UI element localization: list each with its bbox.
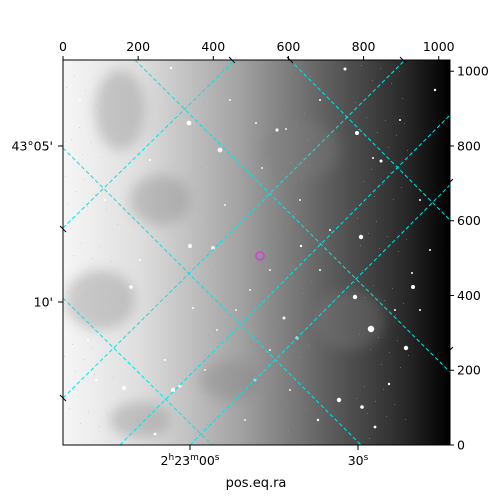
right-tick-label: 800 — [457, 138, 481, 153]
grid-line — [189, 184, 450, 445]
star — [216, 329, 218, 331]
top-pixel-axis: 0 200 400 600 800 1000 — [59, 39, 455, 60]
star — [343, 67, 347, 71]
star — [372, 157, 374, 159]
ra-top-tick-mark — [286, 56, 294, 64]
star — [178, 384, 182, 388]
right-tick-label: 600 — [457, 213, 481, 228]
star — [129, 285, 133, 289]
star — [379, 159, 383, 163]
star — [367, 325, 375, 333]
star — [204, 369, 206, 371]
star — [282, 316, 286, 320]
star — [411, 272, 413, 274]
ra-top-tick-mark — [228, 56, 236, 64]
ra-tick-label: 30s — [348, 453, 369, 468]
dec-left-tick-mark — [59, 225, 67, 233]
star — [394, 309, 396, 311]
star — [139, 259, 141, 261]
star — [355, 131, 359, 135]
right-tick-label: 1000 — [457, 64, 489, 79]
star — [275, 128, 279, 132]
top-tick-label: 600 — [277, 39, 301, 54]
star — [169, 66, 173, 70]
star — [87, 339, 89, 341]
star — [261, 167, 263, 169]
star — [403, 345, 409, 351]
star — [164, 359, 166, 361]
star — [360, 405, 364, 409]
dec-right-tick-mark — [446, 346, 454, 354]
grid-line — [63, 60, 406, 399]
dec-left-tick-mark — [59, 394, 67, 402]
star — [399, 119, 401, 121]
ra-axis: 2h23m00s 30s — [161, 56, 407, 468]
star — [224, 204, 226, 206]
sky-image — [63, 60, 450, 445]
grid-line — [134, 60, 450, 373]
star — [316, 418, 320, 422]
star — [299, 244, 303, 248]
star — [336, 397, 342, 403]
star — [170, 387, 176, 393]
star — [249, 289, 251, 291]
grid-line — [63, 60, 236, 229]
star — [387, 382, 391, 386]
grid-line — [289, 60, 450, 221]
star — [217, 147, 223, 153]
star — [269, 349, 271, 351]
coordinate-grid — [63, 60, 450, 445]
star — [352, 294, 358, 300]
grid-line — [63, 297, 213, 445]
star — [104, 199, 106, 201]
star — [244, 419, 246, 421]
star — [329, 229, 331, 231]
star — [299, 199, 301, 201]
star — [186, 120, 192, 126]
x-axis-title: pos.eq.ra — [226, 476, 287, 491]
top-tick-label: 1000 — [423, 39, 455, 54]
star — [433, 88, 437, 92]
star — [289, 389, 291, 391]
star — [285, 128, 287, 130]
star — [319, 99, 321, 101]
star — [373, 425, 377, 429]
star — [235, 309, 237, 311]
star — [211, 246, 215, 250]
star — [122, 386, 126, 390]
star — [94, 378, 98, 382]
plot-frame — [62, 59, 451, 446]
star — [269, 269, 271, 271]
star — [153, 432, 157, 436]
target-marker — [255, 251, 265, 261]
right-tick-label: 400 — [457, 288, 481, 303]
star — [411, 285, 415, 289]
star — [188, 244, 192, 248]
right-tick-label: 0 — [457, 438, 465, 453]
top-tick-label: 0 — [59, 39, 67, 54]
top-tick-label: 200 — [126, 39, 150, 54]
right-pixel-axis: 0 200 400 600 800 1000 — [450, 64, 489, 453]
star — [429, 249, 431, 251]
dec-axis: 43°05' 10' — [12, 139, 454, 402]
star — [419, 199, 421, 201]
star — [319, 269, 321, 271]
star — [192, 307, 194, 309]
star — [419, 309, 421, 311]
ra-top-tick-mark — [399, 56, 407, 64]
top-tick-label: 400 — [201, 39, 225, 54]
dec-tick-label: 10' — [34, 295, 53, 310]
ra-tick-label: 2h23m00s — [161, 453, 220, 468]
star — [229, 99, 231, 101]
right-tick-label: 200 — [457, 363, 481, 378]
star — [149, 159, 151, 161]
star — [255, 122, 257, 124]
star — [79, 99, 81, 101]
grid-line — [63, 147, 362, 445]
dec-tick-label: 43°05' — [12, 139, 54, 154]
star — [358, 234, 364, 240]
dec-right-tick-mark — [446, 178, 454, 186]
top-tick-label: 800 — [352, 39, 376, 54]
